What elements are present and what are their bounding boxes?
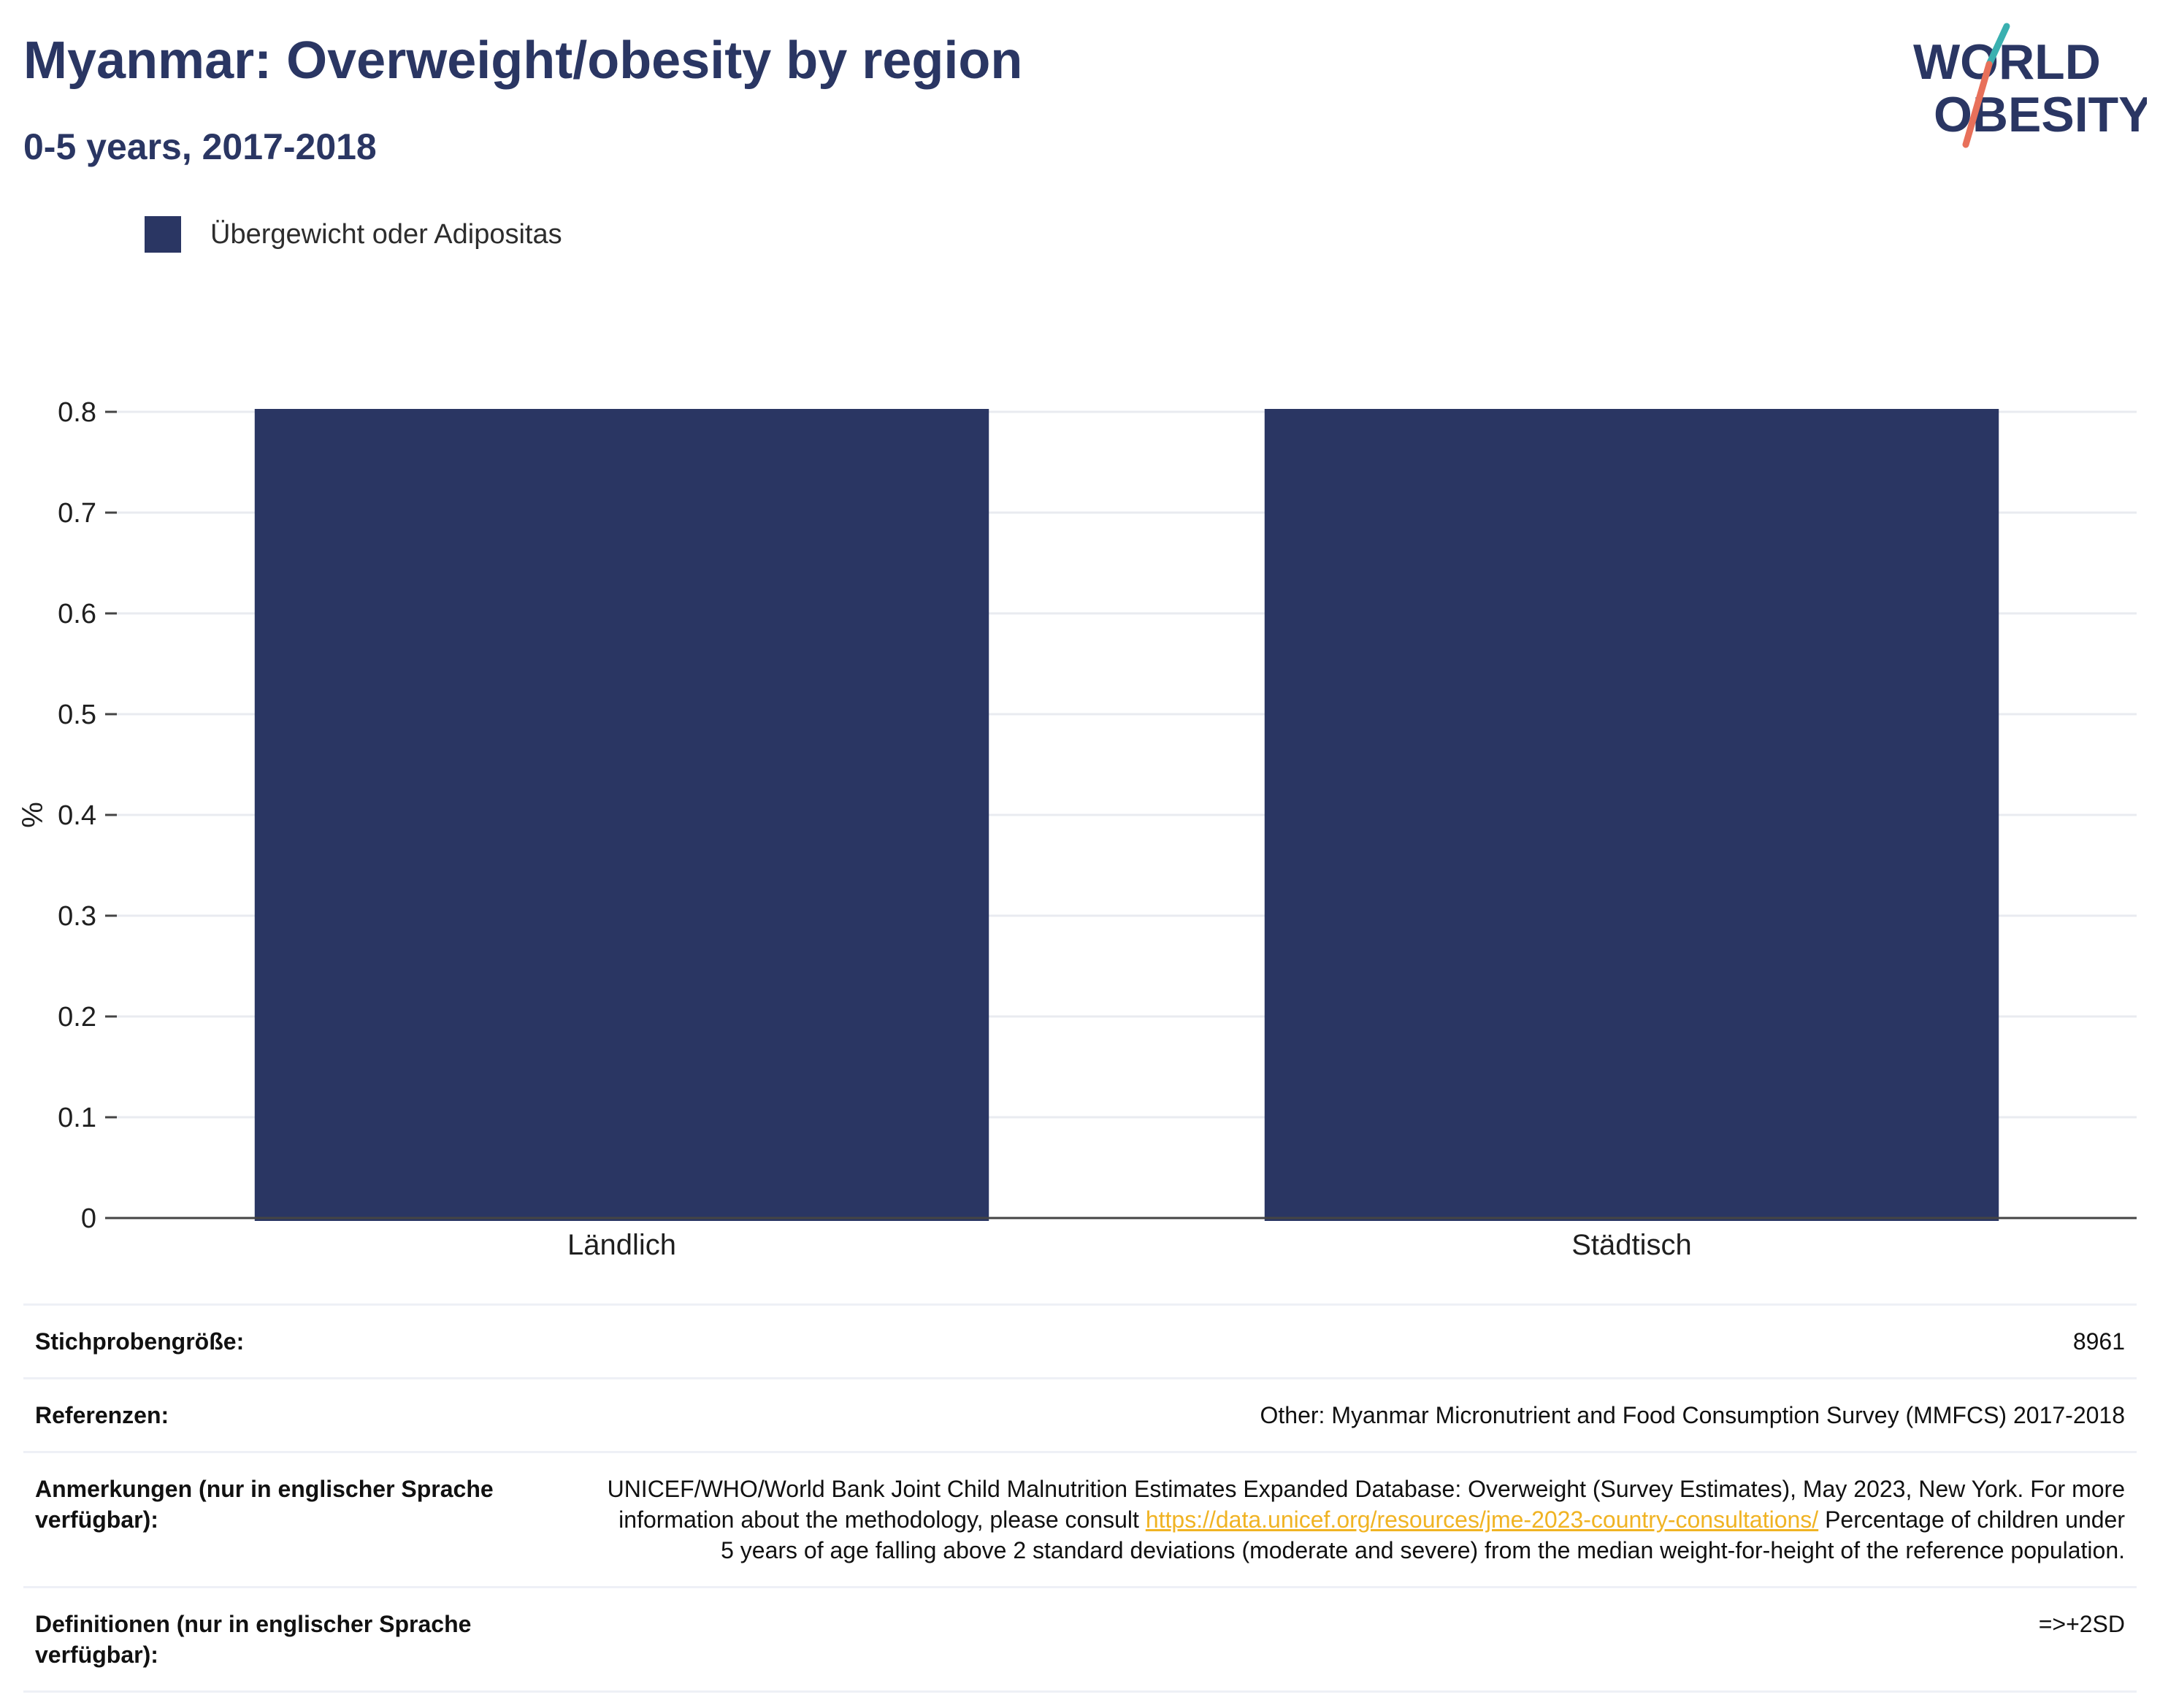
logo-teal-stroke: [1985, 23, 2010, 68]
references-value: Other: Myanmar Micronutrient and Food Co…: [1260, 1402, 2125, 1428]
chart-title: Myanmar: Overweight/obesity by region: [23, 31, 1023, 90]
y-tick-label: 0: [81, 1203, 96, 1234]
footer-row-notes: Anmerkungen (nur in englischer Sprache v…: [23, 1451, 2137, 1586]
sample-size-value: 8961: [2072, 1328, 2125, 1355]
y-tick-labels: 0 0.1 0.2 0.3 0.4 0.5 0.6 0.7 0.8: [58, 397, 117, 1234]
bar-2: [1264, 409, 1999, 1221]
footer-row-sample-size: Stichprobengröße: 8961: [23, 1303, 2137, 1377]
y-tick-label: 0.2: [58, 1002, 96, 1033]
bar-chart: 0 0.1 0.2 0.3 0.4 0.5 0.6 0.7 0.8 Ländlich Städti…: [17, 397, 2137, 1261]
references-key: Referenzen:: [35, 1402, 169, 1428]
y-tick-label: 0.4: [58, 800, 96, 831]
y-tick-label: 0.5: [58, 700, 96, 730]
x-tick-label: Städtisch: [1571, 1229, 1692, 1261]
footer-table: Stichprobengröße: 8961 Referenzen: Other…: [23, 1303, 2137, 1693]
notes-value: UNICEF/WHO/World Bank Joint Child Malnut…: [606, 1474, 2125, 1566]
y-tick-label: 0.6: [58, 599, 96, 629]
footer-row-references: Referenzen: Other: Myanmar Micronutrient…: [23, 1377, 2137, 1451]
definitions-key: Definitionen (nur in englischer Sprache …: [35, 1611, 472, 1668]
sample-size-key: Stichprobengröße:: [35, 1328, 245, 1355]
x-tick-labels: Ländlich Städtisch: [567, 1229, 1692, 1261]
chart-subtitle: 0-5 years, 2017-2018: [23, 126, 377, 167]
legend: Übergewicht oder Adipositas: [145, 215, 562, 253]
world-obesity-logo-icon: WORLD OBESITY: [1913, 23, 2147, 148]
y-tick-label: 0.1: [58, 1103, 96, 1133]
x-tick-label: Ländlich: [567, 1229, 676, 1261]
logo-coral-stroke: [1962, 61, 1993, 148]
notes-link[interactable]: https://data.unicef.org/resources/jme-20…: [1145, 1506, 1819, 1533]
logo-line1: WORLD: [1913, 34, 2101, 90]
footer-row-definitions: Definitionen (nur in englischer Sprache …: [23, 1586, 2137, 1693]
definitions-value: =>+2SD: [2038, 1611, 2125, 1637]
bar-1: [254, 409, 989, 1221]
legend-swatch: [145, 216, 181, 253]
legend-label: Übergewicht oder Adipositas: [210, 218, 562, 250]
notes-key: Anmerkungen (nur in englischer Sprache v…: [35, 1476, 494, 1533]
y-tick-label: 0.3: [58, 901, 96, 932]
y-axis-label: %: [17, 802, 49, 828]
y-tick-label: 0.8: [58, 397, 96, 428]
notes-text-pre: UNICEF/WHO/World Bank Joint Child Malnut…: [607, 1476, 2125, 1533]
y-tick-label: 0.7: [58, 498, 96, 529]
notes-text-post: Percentage of children under 5 years of …: [721, 1506, 2125, 1563]
bars: [254, 409, 1999, 1221]
